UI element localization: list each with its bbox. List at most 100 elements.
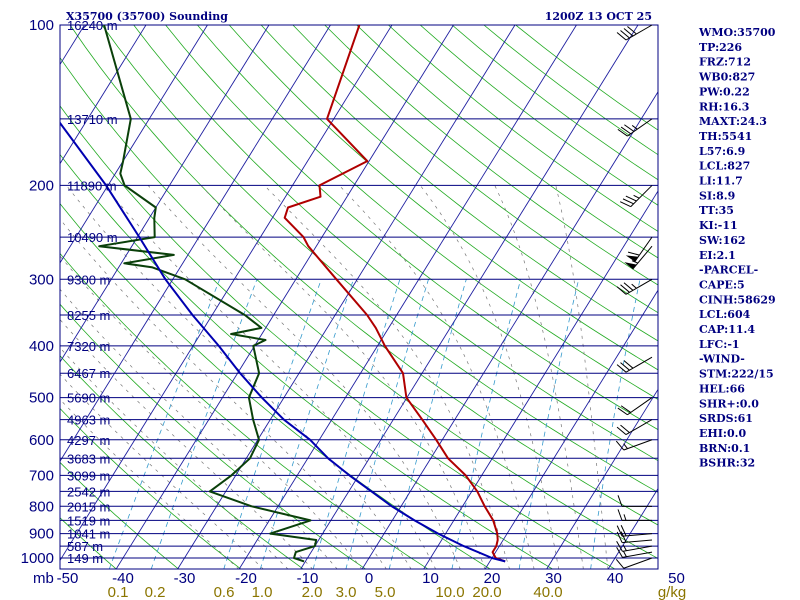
dry-adiabat [292,25,658,314]
wind-barb-flag [620,126,631,135]
pressure-tick-label: 500 [29,390,54,407]
pressure-tick-label: 600 [29,432,54,449]
moist-adiabat [60,398,240,569]
dry-adiabat [324,25,658,286]
wind-barb-flag [615,440,625,451]
wind-barb-half-flag [633,194,640,199]
dry-adiabat [260,25,658,342]
wind-barb-flag [616,364,627,373]
stability-index: CAP:11.4 [699,323,755,336]
stability-index: BSHR:32 [699,457,755,470]
stability-index: SHR+:0.0 [699,397,759,410]
mixing-ratio-line [223,279,322,569]
wind-barb-staff [622,545,653,552]
dry-adiabat [228,25,658,371]
wind-barb-staff [630,185,653,208]
wind-barbs [615,24,653,569]
dry-adiabat [60,303,367,569]
moist-adiabat [103,185,437,569]
stability-index: SRDS:61 [699,412,753,425]
wind-barb-flag [617,495,623,507]
wind-barb-flag [627,251,640,256]
stability-index: RH:16.3 [699,100,749,113]
temperature-tick-label: -50 [57,570,79,587]
isotherm [238,25,577,569]
dry-adiabat [60,252,429,569]
dry-adiabat [197,25,658,400]
wind-barb [616,546,653,558]
wind-barb-flag [616,426,627,435]
isotherm [60,25,393,562]
stability-index: -WIND- [699,353,745,366]
isotherm [423,190,658,569]
isotherm [546,388,658,569]
stability-index: STM:222/15 [699,368,774,381]
stability-index: WMO:35700 [698,26,776,39]
height-label: 3683 m [67,451,110,466]
dry-adiabat [60,407,242,569]
stability-index: HEL:66 [699,382,745,395]
pressure-tick-label: 400 [29,338,54,355]
wind-barb [617,509,652,521]
wind-barb-staff [625,356,653,373]
wind-barb-half-flag [631,125,638,130]
dry-adiabat [60,517,117,569]
height-label: 587 m [67,539,103,554]
moist-adiabat [60,373,264,569]
wind-barb-flag [623,28,634,37]
height-label: 1041 m [67,527,110,542]
stability-index: BRN:0.1 [699,442,750,455]
height-label: 2015 m [67,499,110,514]
dry-adiabat [60,461,180,569]
mixing-ratio-line [108,279,221,569]
pressure-tick-label: 300 [29,271,54,288]
dry-adiabat [60,202,491,569]
moist-adiabat [555,185,609,569]
temperature-tick-label: -20 [235,570,257,587]
temperature-tick-label: 20 [484,570,501,587]
temperature-line [283,25,506,563]
wind-barb-flag [616,525,623,537]
wind-barb-staff [625,24,653,41]
stability-index: EHI:0.0 [699,427,746,440]
stability-index: CINH:58629 [699,293,776,306]
moist-adiabat [494,185,584,569]
stability-index: LI:11.7 [699,175,743,188]
height-label: 149 m [67,551,103,566]
wind-barb [617,118,653,137]
wind-barb-flag [620,30,630,39]
wind-barb [616,531,653,544]
moist-adiabat [420,185,560,569]
temperature-tick-label: 0 [365,570,373,587]
stability-index: TP:226 [699,41,742,54]
temperature-tick-label: -30 [174,570,196,587]
mixing-ratio-tick-label: 0.6 [214,584,235,600]
stability-index: L57:6.9 [699,145,745,158]
isotherm [361,91,658,569]
stability-index: EI:2.1 [699,249,736,262]
wind-barb-flag [622,198,634,205]
stability-index: LCL:604 [699,308,751,321]
mixing-ratio-tick-label: 5.0 [375,584,396,600]
pressure-tick-label: 700 [29,467,54,484]
wind-barb-flag [616,286,627,295]
wind-barb-flag [615,558,625,569]
wind-barb-flag [616,531,623,543]
mixing-ratio-tick-label: 2.0 [302,584,323,600]
height-label: 2542 m [67,484,110,499]
pressure-levels [60,24,658,559]
height-label: 5690 m [67,391,110,406]
wind-barb-staff [622,533,653,537]
wind-barb-flag [620,531,627,543]
moist-adiabat [60,347,289,569]
stability-index: CAPE:5 [699,278,745,291]
isotherm [115,25,454,569]
stability-index: SI:8.9 [699,189,735,202]
wind-barb-staff [627,118,653,137]
dry-adiabat [60,355,304,569]
stability-index: KI:-11 [699,219,738,232]
wind-barb-flag [623,282,634,291]
temperature-tick-label: 10 [422,570,439,587]
